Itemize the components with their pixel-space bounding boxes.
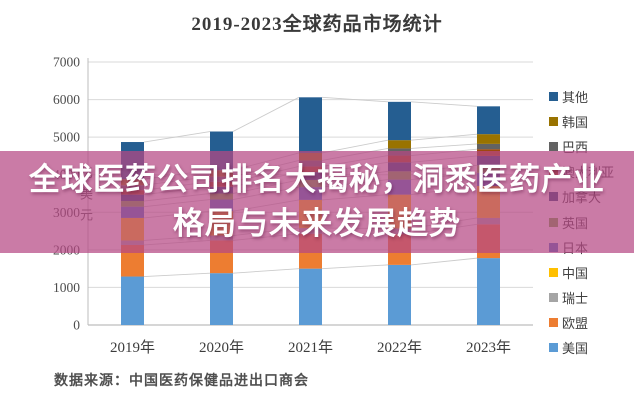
bar-segment-其他 bbox=[299, 97, 322, 153]
y-tick-label: 7000 bbox=[53, 55, 80, 70]
series-connector-line bbox=[321, 96, 389, 103]
x-tick-label: 2019年 bbox=[110, 339, 155, 356]
bar-segment-巴西 bbox=[477, 143, 500, 150]
legend-item-中国: 中国 bbox=[549, 260, 614, 285]
legend-swatch-icon bbox=[549, 117, 558, 127]
series-connector-line bbox=[410, 143, 478, 149]
series-connector-line bbox=[232, 96, 300, 132]
series-connector-line bbox=[410, 133, 478, 141]
y-tick-label: 0 bbox=[73, 318, 80, 333]
bar-segment-其他 bbox=[477, 106, 500, 135]
y-tick-label: 5000 bbox=[53, 130, 80, 145]
legend-swatch-icon bbox=[549, 142, 558, 152]
legend-swatch-icon bbox=[549, 317, 558, 327]
legend-label: 欧盟 bbox=[562, 315, 589, 331]
legend-item-美国: 美国 bbox=[549, 335, 614, 360]
bar-segment-美国 bbox=[477, 258, 500, 325]
x-tick-label: 2022年 bbox=[377, 339, 422, 356]
legend-label: 瑞士 bbox=[562, 290, 589, 306]
legend-swatch-icon bbox=[549, 342, 558, 352]
bar-segment-美国 bbox=[210, 273, 233, 325]
series-connector-line bbox=[143, 272, 211, 277]
legend-label: 中国 bbox=[562, 265, 589, 281]
legend-swatch-icon bbox=[549, 92, 558, 102]
series-connector-line bbox=[321, 264, 389, 270]
bar-segment-韩国 bbox=[388, 140, 411, 149]
legend-label: 美国 bbox=[562, 340, 589, 356]
legend-swatch-icon bbox=[549, 267, 558, 277]
legend-swatch-icon bbox=[549, 292, 558, 302]
x-tick-label: 2021年 bbox=[288, 339, 333, 356]
x-tick-label: 2023年 bbox=[466, 339, 511, 356]
promo-overlay-text-line1: 全球医药公司排名大揭秘，洞悉医药产业 bbox=[29, 162, 605, 197]
y-tick-label: 1000 bbox=[53, 280, 80, 295]
legend-label: 韩国 bbox=[562, 115, 589, 131]
bar-segment-美国 bbox=[299, 268, 322, 325]
data-source-caption: 数据来源：中国医药保健品进出口商会 bbox=[54, 374, 309, 389]
series-connector-line bbox=[410, 101, 478, 107]
series-connector-line bbox=[232, 268, 300, 274]
legend-item-欧盟: 欧盟 bbox=[549, 310, 614, 335]
chart-title: 2019-2023全球药品市场统计 bbox=[191, 14, 443, 35]
promo-overlay-text-line2: 格局与未来发展趋势 bbox=[173, 206, 461, 241]
legend-item-韩国: 韩国 bbox=[549, 109, 614, 134]
series-connector-line bbox=[410, 257, 478, 266]
bar-segment-韩国 bbox=[477, 134, 500, 144]
legend-item-其他: 其他 bbox=[549, 84, 614, 109]
legend-label: 其他 bbox=[562, 90, 589, 106]
legend-item-瑞士: 瑞士 bbox=[549, 285, 614, 310]
promo-overlay-banner: 全球医药公司排名大揭秘，洞悉医药产业 格局与未来发展趋势 bbox=[0, 151, 634, 253]
y-tick-label: 6000 bbox=[53, 92, 80, 107]
bar-segment-美国 bbox=[388, 264, 411, 325]
series-connector-line bbox=[143, 131, 211, 143]
x-tick-label: 2020年 bbox=[199, 339, 244, 356]
bar-segment-其他 bbox=[388, 101, 411, 141]
bar-segment-美国 bbox=[121, 276, 144, 325]
series-connector-line bbox=[321, 139, 389, 154]
